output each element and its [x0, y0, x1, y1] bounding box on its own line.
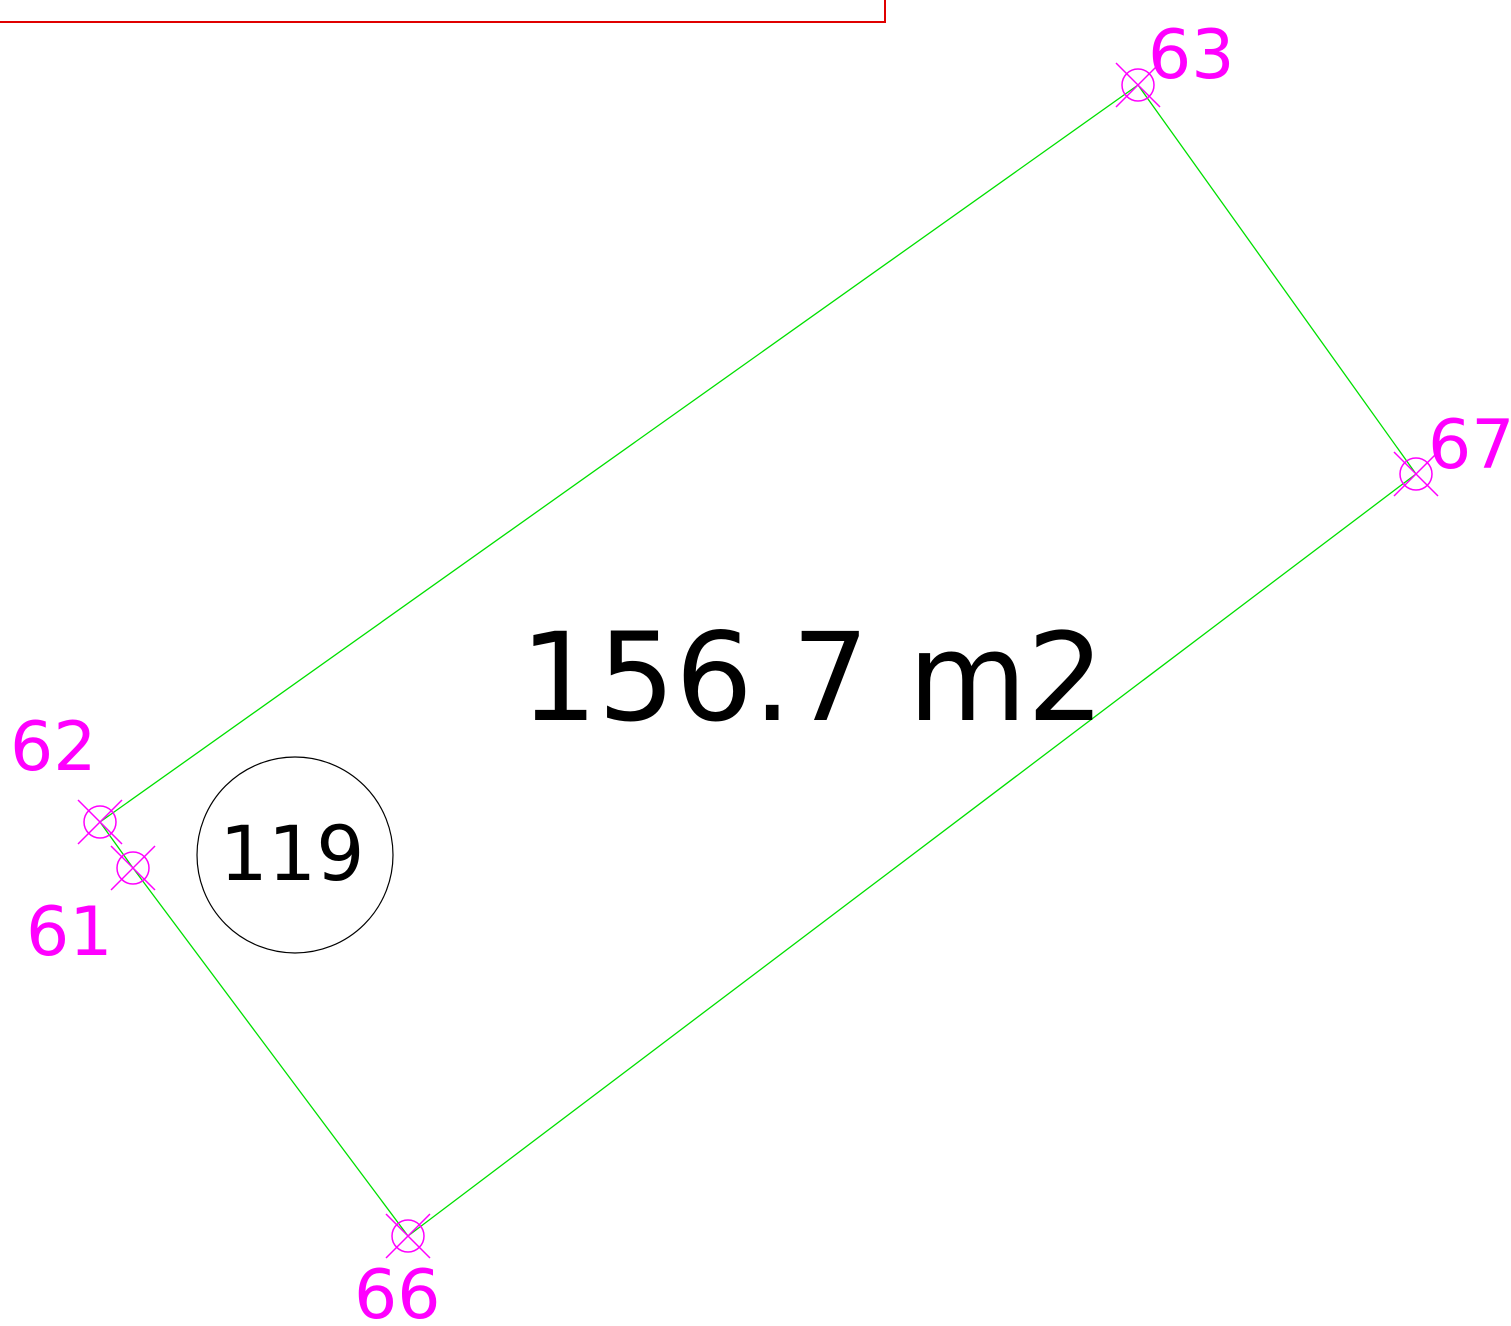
- point-marker: [1393, 451, 1439, 497]
- point-label: 63: [1148, 16, 1235, 95]
- area-label: 156.7 m2: [520, 607, 1105, 749]
- point-markers: [77, 62, 1439, 1259]
- point-marker: [77, 799, 123, 845]
- parcel-boundary: [99, 84, 1417, 1237]
- point-marker: [1115, 62, 1161, 108]
- parcel-number-circle: [196, 756, 394, 954]
- title-block-frame: [0, 0, 886, 23]
- point-marker: [110, 845, 156, 891]
- point-label: 66: [354, 1256, 441, 1326]
- parcel-number: 119: [219, 809, 364, 898]
- point-label: 67: [1428, 406, 1511, 485]
- point-label: 62: [10, 708, 97, 787]
- point-label: 61: [26, 893, 113, 972]
- point-marker: [385, 1213, 431, 1259]
